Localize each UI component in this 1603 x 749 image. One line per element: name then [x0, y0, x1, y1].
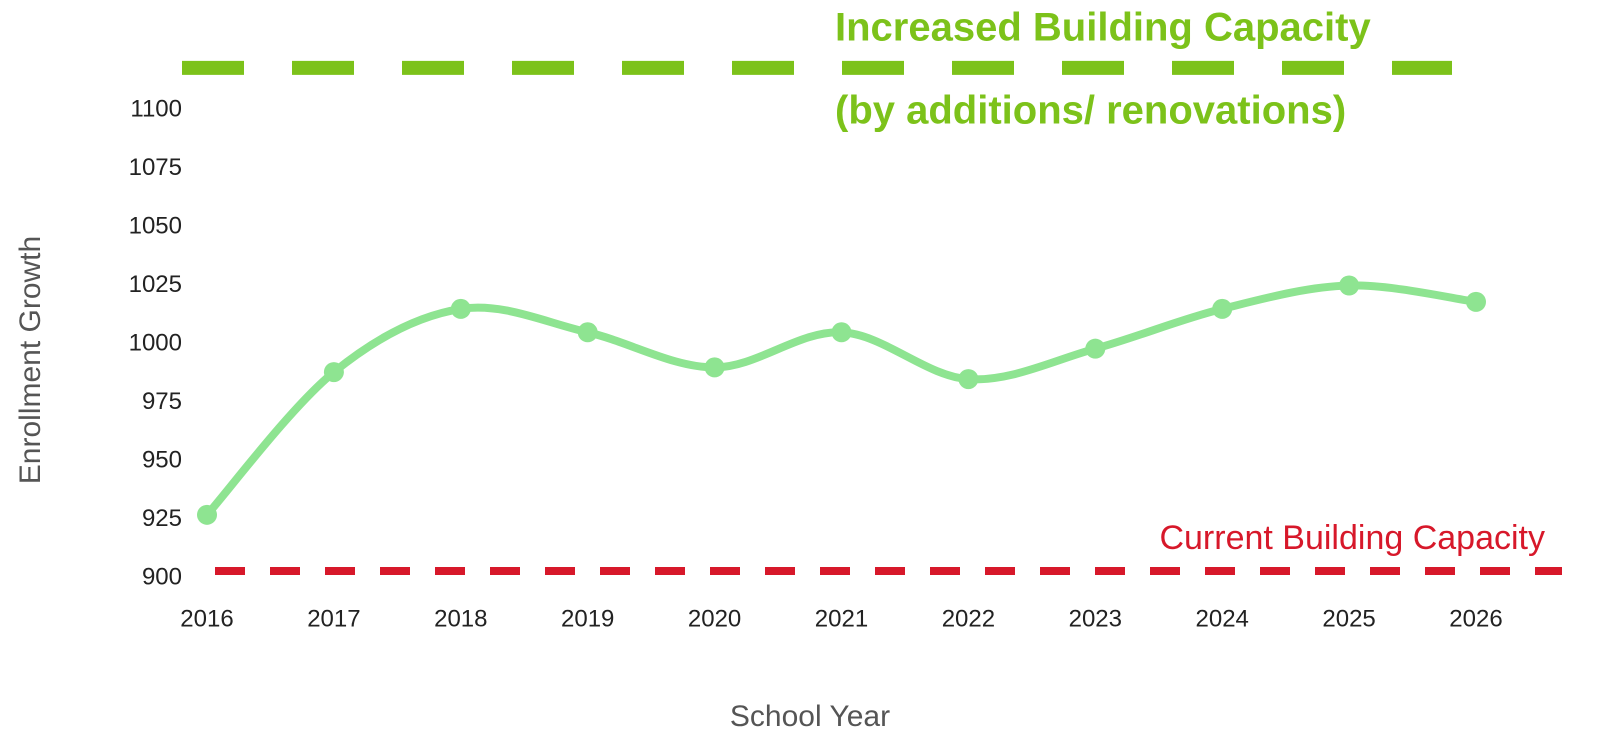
x-tick-label: 2017: [307, 605, 360, 632]
y-tick-label: 900: [142, 563, 182, 590]
reference-label: Increased Building Capacity: [835, 6, 1371, 50]
x-tick-label: 2016: [180, 605, 233, 632]
x-tick-label: 2026: [1449, 605, 1502, 632]
x-tick-label: 2022: [942, 605, 995, 632]
data-point: [704, 357, 725, 378]
data-point: [1085, 338, 1106, 359]
reference-label: Current Building Capacity: [1159, 519, 1545, 557]
data-point: [197, 504, 217, 525]
y-tick-label: 975: [142, 388, 182, 415]
x-tick-label: 2018: [434, 605, 487, 632]
data-point: [323, 362, 344, 383]
y-tick-label: 925: [142, 505, 182, 532]
y-tick-label: 1025: [129, 271, 182, 298]
data-point: [450, 298, 471, 319]
series-line: [203, 281, 1480, 519]
x-tick-label: 2021: [815, 605, 868, 632]
data-point: [1212, 298, 1233, 319]
x-tick-label: 2020: [688, 605, 741, 632]
data-point: [831, 322, 852, 343]
y-tick-label: 950: [142, 446, 182, 473]
y-tick-label: 1100: [130, 95, 182, 122]
y-axis-title: Enrollment Growth: [14, 236, 47, 484]
x-tick-label: 2019: [561, 605, 614, 632]
data-point: [1339, 275, 1360, 296]
y-tick-label: 1000: [129, 329, 182, 356]
x-tick-label: 2023: [1069, 605, 1122, 632]
data-point: [958, 369, 979, 390]
y-tick-label: 1050: [129, 212, 182, 239]
data-point: [1466, 291, 1486, 312]
x-axis-title: School Year: [730, 700, 890, 733]
reference-label: (by additions/ renovations): [835, 89, 1346, 133]
y-tick-label: 1075: [129, 154, 182, 181]
x-tick-label: 2024: [1196, 605, 1249, 632]
x-tick-label: 2025: [1322, 605, 1375, 632]
data-point: [577, 322, 598, 343]
